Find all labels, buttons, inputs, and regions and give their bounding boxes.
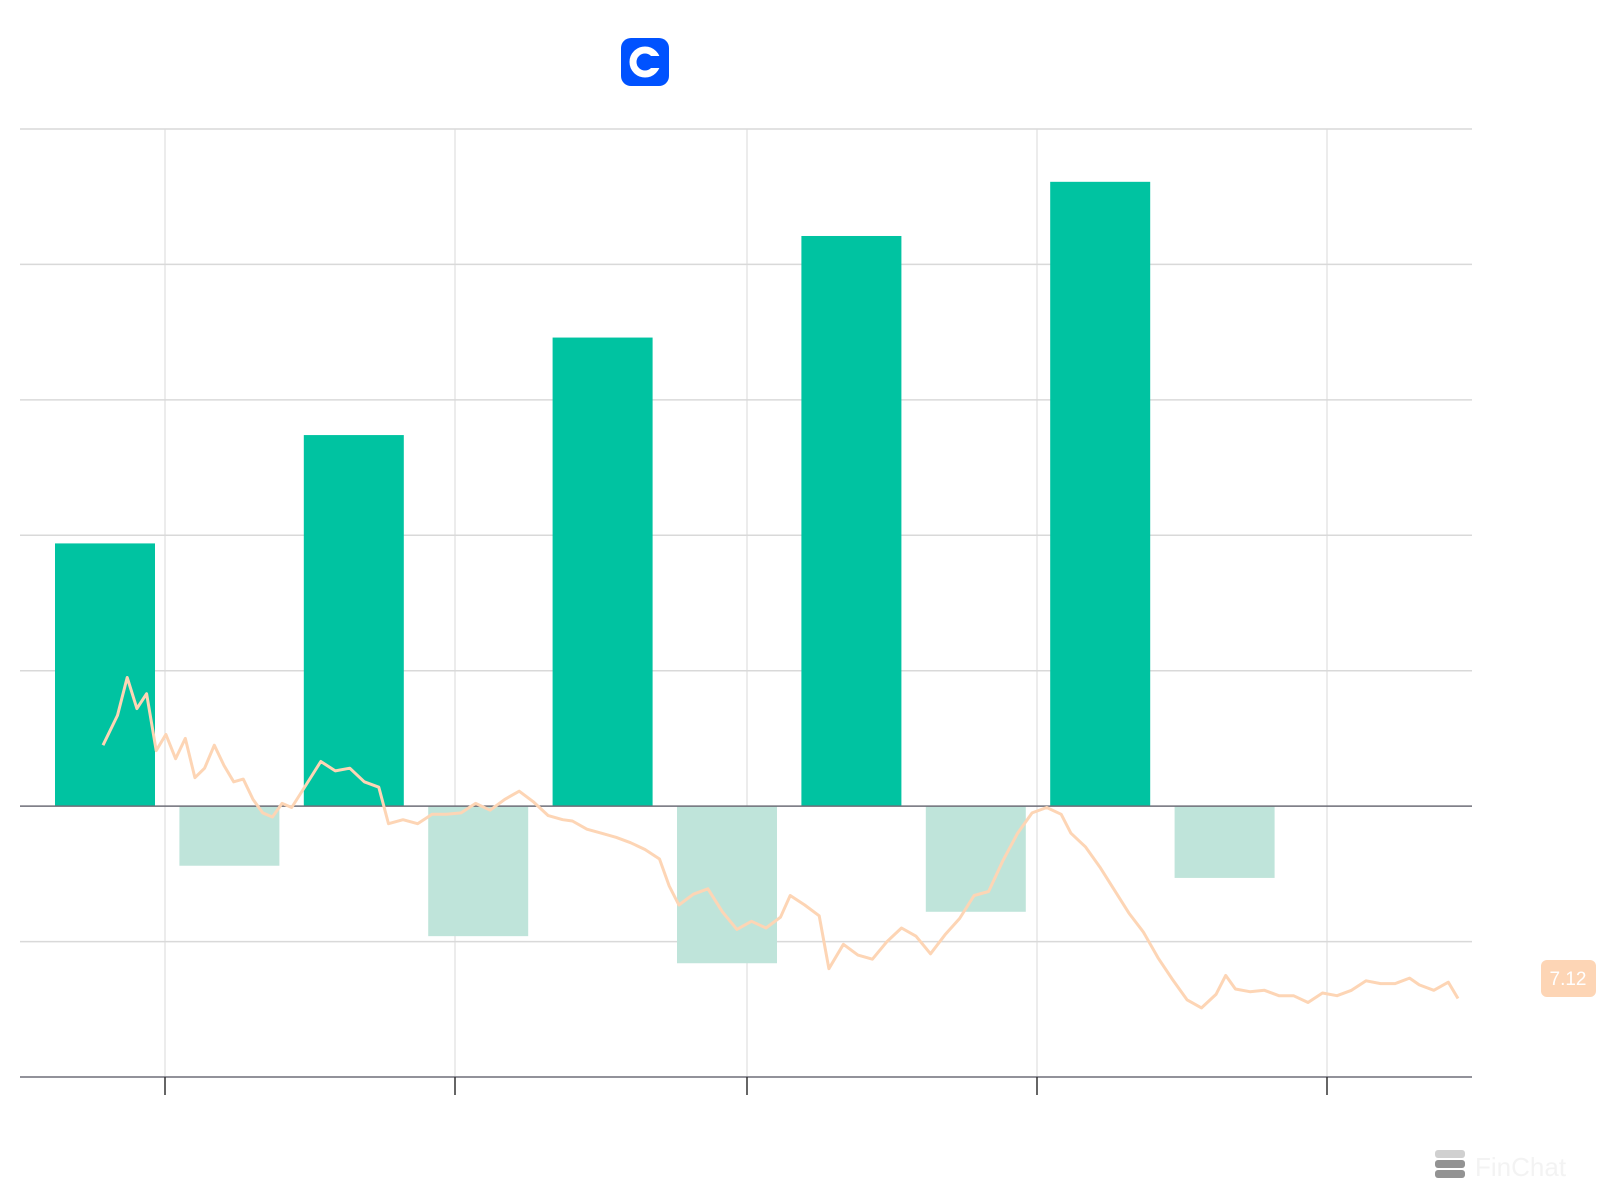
price-line-group: [101, 676, 1460, 1010]
last-price-badge-bg: [1541, 960, 1596, 997]
eps-bar-positive: [801, 235, 902, 807]
eps-bar-positive: [552, 337, 653, 807]
eps-bar-positive: [303, 435, 404, 807]
eps-bar-negative: [677, 806, 777, 964]
finchat-icon-mid: [1435, 1160, 1465, 1168]
last-price-badge: 7.12: [1541, 960, 1596, 997]
grid: [20, 128, 1472, 1077]
finchat-icon-top: [1435, 1150, 1465, 1158]
bars: [55, 181, 1275, 964]
finchat-icon-bottom: [1435, 1170, 1465, 1178]
last-price-label: 7.12: [1550, 969, 1587, 990]
eps-bar-positive: [55, 543, 155, 807]
eps-bar-negative: [428, 806, 529, 937]
company-logo: [621, 38, 669, 86]
zero-line-group: [20, 805, 1472, 1078]
finchat-watermark: FinChat: [1435, 1150, 1567, 1182]
price-line: [101, 676, 1460, 1010]
eps-bar-positive: [1050, 181, 1151, 807]
x-axis: [164, 1077, 1328, 1095]
eps-bar-negative: [1174, 806, 1275, 878]
finchat-brand: FinChat: [1475, 1152, 1567, 1182]
company-logo-gap: [650, 56, 662, 68]
eps-bar-negative: [179, 806, 280, 866]
company-logo-badge: [621, 38, 669, 86]
